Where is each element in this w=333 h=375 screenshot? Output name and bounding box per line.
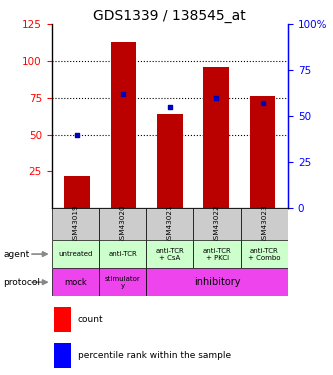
Text: mock: mock <box>64 278 87 287</box>
Text: GSM43021: GSM43021 <box>167 204 173 244</box>
Text: inhibitory: inhibitory <box>194 277 240 287</box>
Text: anti-TCR: anti-TCR <box>108 251 137 257</box>
Point <box>121 91 126 97</box>
Text: count: count <box>78 315 103 324</box>
Bar <box>111 42 136 208</box>
Bar <box>54 343 71 368</box>
Text: anti-TCR
+ CsA: anti-TCR + CsA <box>156 248 184 261</box>
Bar <box>52 268 99 296</box>
Text: untreated: untreated <box>58 251 93 257</box>
Bar <box>193 240 241 268</box>
Text: anti-TCR
+ Combo: anti-TCR + Combo <box>248 248 281 261</box>
Point <box>75 132 80 138</box>
Bar <box>99 240 146 268</box>
Bar <box>99 208 146 240</box>
Bar <box>193 208 241 240</box>
Bar <box>241 240 288 268</box>
Bar <box>99 268 146 296</box>
Text: protocol: protocol <box>3 278 40 287</box>
Bar <box>146 240 193 268</box>
Bar <box>146 268 288 296</box>
Text: stimulator
y: stimulator y <box>105 276 141 289</box>
Title: GDS1339 / 138545_at: GDS1339 / 138545_at <box>94 9 246 23</box>
Text: GSM43022: GSM43022 <box>214 204 220 244</box>
Text: agent: agent <box>3 250 30 259</box>
Bar <box>146 208 193 240</box>
Bar <box>203 67 229 208</box>
Text: percentile rank within the sample: percentile rank within the sample <box>78 351 231 360</box>
Text: GSM43019: GSM43019 <box>72 204 78 244</box>
Bar <box>250 96 275 208</box>
Point <box>260 100 265 106</box>
Bar <box>241 208 288 240</box>
Bar <box>157 114 182 208</box>
Point <box>213 95 219 101</box>
Text: GSM43020: GSM43020 <box>120 204 126 244</box>
Point <box>167 104 172 110</box>
Bar <box>52 240 99 268</box>
Text: anti-TCR
+ PKCi: anti-TCR + PKCi <box>203 248 231 261</box>
Bar <box>64 176 90 208</box>
Text: GSM43023: GSM43023 <box>261 204 267 244</box>
Bar <box>54 307 71 332</box>
Bar <box>52 208 99 240</box>
